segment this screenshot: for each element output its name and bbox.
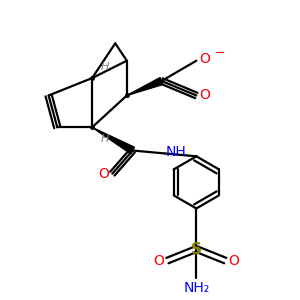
Text: O: O — [199, 52, 210, 66]
Text: O: O — [154, 254, 164, 268]
Text: NH: NH — [166, 145, 187, 159]
Polygon shape — [92, 127, 134, 154]
Text: H: H — [101, 134, 109, 144]
Text: H: H — [101, 61, 109, 71]
Polygon shape — [127, 77, 163, 95]
Text: O: O — [199, 88, 210, 103]
Text: S: S — [191, 242, 202, 256]
Text: O: O — [228, 254, 239, 268]
Text: NH₂: NH₂ — [183, 281, 209, 295]
Text: −: − — [215, 47, 226, 60]
Text: O: O — [99, 167, 110, 181]
